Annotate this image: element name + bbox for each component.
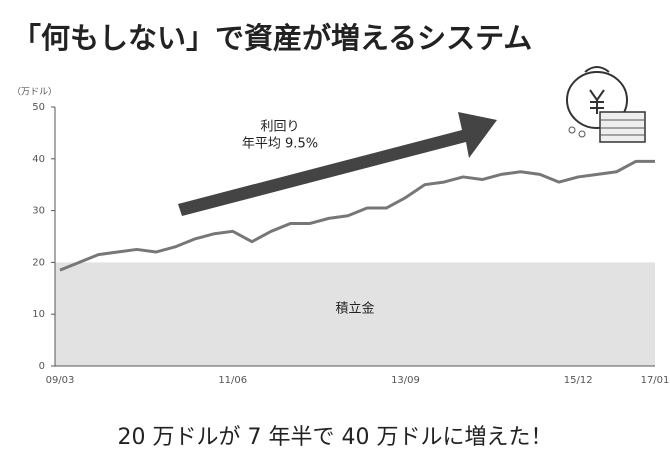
- x-tick-label: 09/03: [46, 375, 75, 386]
- y-tick-label: 20: [32, 257, 45, 268]
- y-tick-label: 40: [32, 154, 45, 165]
- y-tick-label: 50: [32, 102, 45, 113]
- x-tick-label: 17/01: [641, 375, 670, 386]
- savings-area: [55, 262, 655, 366]
- y-tick-label: 0: [39, 361, 45, 372]
- y-tick-label: 10: [32, 309, 45, 320]
- money-bag-icon: [566, 66, 646, 143]
- x-tick-label: 13/09: [391, 375, 420, 386]
- savings-label: 積立金: [335, 301, 374, 317]
- caption: 20 万ドルが 7 年半で 40 万ドルに増えた！: [118, 425, 553, 450]
- annotation: 年平均 9.5%: [242, 137, 318, 152]
- x-tick-label: 15/12: [564, 375, 593, 386]
- trend-arrow: [178, 112, 497, 216]
- y-tick-label: 30: [32, 206, 45, 217]
- data-line: [59, 159, 655, 272]
- annotation: 利回り: [260, 120, 299, 135]
- chart-title: 「何もしない」で資産が増えるシステム: [12, 21, 532, 55]
- x-tick-label: 11/06: [218, 375, 247, 386]
- y-unit: （万ドル）: [12, 87, 57, 98]
